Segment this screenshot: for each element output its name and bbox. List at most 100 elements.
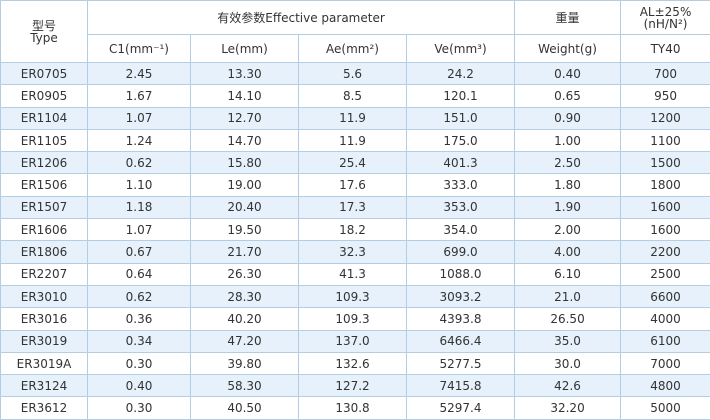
value-cell: 1600 (621, 196, 710, 218)
value-cell: 5000 (621, 397, 710, 419)
value-cell: 40.20 (191, 308, 299, 330)
value-cell: 0.62 (88, 152, 191, 174)
value-cell: 1.90 (515, 196, 621, 218)
model-cell: ER1606 (1, 219, 88, 241)
value-cell: 25.4 (299, 152, 407, 174)
header-cell: 有效参数Effective parameter (88, 1, 515, 35)
model-cell: ER3612 (1, 397, 88, 419)
value-cell: 6466.4 (407, 330, 515, 352)
value-cell: 130.8 (299, 397, 407, 419)
value-cell: 4000 (621, 308, 710, 330)
model-cell: ER0705 (1, 63, 88, 85)
value-cell: 11.9 (299, 107, 407, 129)
value-cell: 353.0 (407, 196, 515, 218)
value-cell: 700 (621, 63, 710, 85)
header-text: AL±25% (621, 6, 710, 18)
column-header: C1(mm⁻¹) (88, 35, 191, 63)
value-cell: 950 (621, 85, 710, 107)
model-cell: ER1105 (1, 129, 88, 151)
value-cell: 47.20 (191, 330, 299, 352)
value-cell: 19.00 (191, 174, 299, 196)
value-cell: 1.07 (88, 107, 191, 129)
value-cell: 0.30 (88, 352, 191, 374)
value-cell: 0.64 (88, 263, 191, 285)
value-cell: 2200 (621, 241, 710, 263)
column-header: TY40 (621, 35, 710, 63)
value-cell: 20.40 (191, 196, 299, 218)
value-cell: 12.70 (191, 107, 299, 129)
value-cell: 2500 (621, 263, 710, 285)
value-cell: 7415.8 (407, 375, 515, 397)
model-cell: ER1104 (1, 107, 88, 129)
model-cell: ER1507 (1, 196, 88, 218)
column-header: Le(mm) (191, 35, 299, 63)
value-cell: 1600 (621, 219, 710, 241)
value-cell: 127.2 (299, 375, 407, 397)
value-cell: 699.0 (407, 241, 515, 263)
value-cell: 5297.4 (407, 397, 515, 419)
value-cell: 6600 (621, 285, 710, 307)
value-cell: 137.0 (299, 330, 407, 352)
value-cell: 3093.2 (407, 285, 515, 307)
header-text: Type (1, 32, 87, 44)
value-cell: 6100 (621, 330, 710, 352)
value-cell: 6.10 (515, 263, 621, 285)
value-cell: 333.0 (407, 174, 515, 196)
value-cell: 2.45 (88, 63, 191, 85)
value-cell: 42.6 (515, 375, 621, 397)
value-cell: 1800 (621, 174, 710, 196)
value-cell: 354.0 (407, 219, 515, 241)
value-cell: 151.0 (407, 107, 515, 129)
value-cell: 109.3 (299, 308, 407, 330)
model-cell: ER3124 (1, 375, 88, 397)
value-cell: 5277.5 (407, 352, 515, 374)
value-cell: 1.00 (515, 129, 621, 151)
value-cell: 0.30 (88, 397, 191, 419)
value-cell: 35.0 (515, 330, 621, 352)
value-cell: 1100 (621, 129, 710, 151)
value-cell: 175.0 (407, 129, 515, 151)
value-cell: 1.67 (88, 85, 191, 107)
value-cell: 41.3 (299, 263, 407, 285)
value-cell: 1.10 (88, 174, 191, 196)
value-cell: 26.30 (191, 263, 299, 285)
column-header: Ve(mm³) (407, 35, 515, 63)
value-cell: 30.0 (515, 352, 621, 374)
value-cell: 28.30 (191, 285, 299, 307)
model-cell: ER0905 (1, 85, 88, 107)
model-cell: ER3016 (1, 308, 88, 330)
value-cell: 109.3 (299, 285, 407, 307)
value-cell: 120.1 (407, 85, 515, 107)
header-cell: 重量 (515, 1, 621, 35)
value-cell: 17.3 (299, 196, 407, 218)
value-cell: 11.9 (299, 129, 407, 151)
value-cell: 32.3 (299, 241, 407, 263)
value-cell: 0.65 (515, 85, 621, 107)
value-cell: 13.30 (191, 63, 299, 85)
value-cell: 5.6 (299, 63, 407, 85)
value-cell: 1500 (621, 152, 710, 174)
value-cell: 26.50 (515, 308, 621, 330)
model-cell: ER3019A (1, 352, 88, 374)
header-row: C1(mm⁻¹)Le(mm)Ae(mm²)Ve(mm³)Weight(g)TY4… (1, 35, 710, 63)
value-cell: 1.80 (515, 174, 621, 196)
value-cell: 17.6 (299, 174, 407, 196)
value-cell: 0.90 (515, 107, 621, 129)
column-header: Ae(mm²) (299, 35, 407, 63)
value-cell: 40.50 (191, 397, 299, 419)
